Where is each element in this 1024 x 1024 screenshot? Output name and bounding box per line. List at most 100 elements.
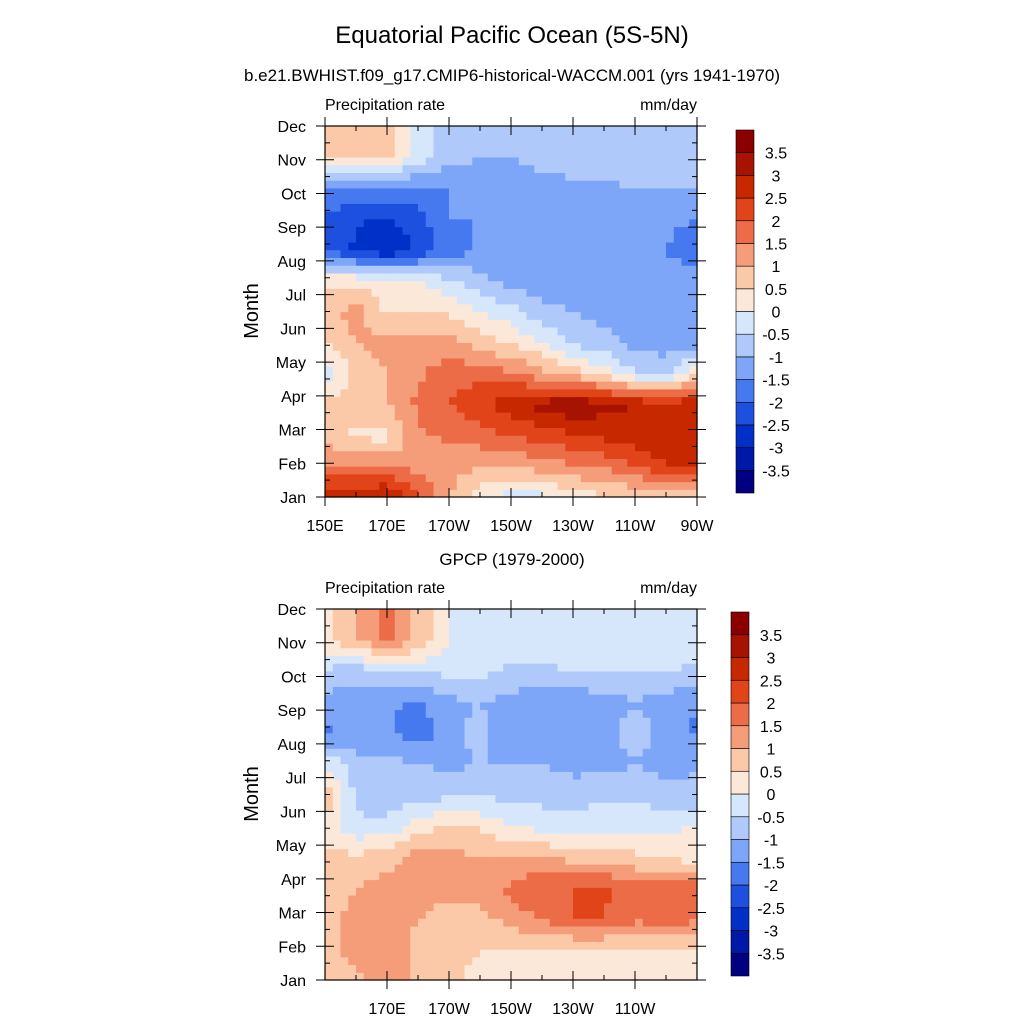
contour-cell bbox=[340, 427, 349, 436]
contour-cell bbox=[627, 126, 636, 135]
contour-cell bbox=[480, 133, 489, 143]
contour-cell bbox=[487, 910, 497, 919]
contour-cell bbox=[387, 396, 396, 405]
contour-cell bbox=[642, 149, 652, 158]
contour-cell bbox=[487, 616, 497, 626]
contour-cell bbox=[627, 809, 636, 819]
contour-cell bbox=[495, 724, 504, 734]
contour-cell bbox=[573, 419, 582, 429]
contour-cell bbox=[565, 686, 574, 695]
contour-cell bbox=[565, 879, 574, 888]
contour-cell bbox=[402, 755, 411, 765]
contour-cell bbox=[433, 473, 442, 483]
contour-cell bbox=[402, 925, 411, 935]
contour-cell bbox=[441, 427, 450, 436]
contour-cell bbox=[650, 840, 659, 850]
contour-cell bbox=[433, 296, 442, 305]
contour-cell bbox=[666, 257, 675, 266]
colorbar-swatch bbox=[730, 702, 750, 727]
contour-cell bbox=[650, 871, 659, 881]
contour-cell bbox=[356, 427, 365, 436]
contour-cell bbox=[441, 701, 450, 711]
contour-cell bbox=[526, 419, 535, 429]
contour-cell bbox=[681, 411, 690, 421]
contour-cell bbox=[325, 647, 334, 656]
contour-cell bbox=[673, 187, 683, 197]
contour-cell bbox=[611, 365, 621, 374]
contour-cell bbox=[348, 211, 357, 220]
contour-cell bbox=[487, 817, 497, 827]
contour-cell bbox=[542, 435, 551, 444]
contour-cell bbox=[410, 632, 419, 641]
contour-cell bbox=[325, 373, 334, 382]
contour-cell bbox=[565, 802, 574, 811]
contour-cell bbox=[456, 632, 466, 641]
contour-cell bbox=[495, 203, 504, 212]
contour-cell bbox=[588, 218, 597, 228]
contour-cell bbox=[518, 616, 528, 626]
contour-cell bbox=[402, 632, 411, 641]
contour-cell bbox=[573, 180, 582, 189]
contour-cell bbox=[542, 910, 551, 919]
contour-cell bbox=[635, 925, 644, 935]
contour-cell bbox=[433, 280, 442, 289]
contour-cell bbox=[666, 624, 675, 633]
contour-cell bbox=[363, 411, 373, 421]
contour-cell bbox=[549, 234, 559, 243]
contour-cell bbox=[449, 894, 458, 904]
contour-cell bbox=[332, 489, 342, 498]
contour-cell bbox=[379, 211, 388, 220]
contour-cell bbox=[425, 172, 435, 181]
contour-cell bbox=[619, 411, 628, 421]
contour-cell bbox=[356, 694, 365, 703]
contour-cell bbox=[658, 871, 667, 881]
contour-cell bbox=[580, 786, 590, 796]
contour-cell bbox=[387, 740, 396, 749]
contour-cell bbox=[518, 663, 528, 672]
contour-cell bbox=[642, 381, 652, 390]
contour-cell bbox=[480, 925, 489, 935]
contour-cell bbox=[526, 489, 535, 498]
contour-cell bbox=[487, 809, 497, 819]
contour-cell bbox=[526, 910, 535, 919]
contour-cell bbox=[596, 949, 605, 958]
contour-cell bbox=[526, 794, 535, 803]
contour-cell bbox=[348, 864, 357, 873]
contour-cell bbox=[433, 435, 442, 444]
contour-cell bbox=[557, 848, 566, 857]
contour-cell bbox=[635, 241, 644, 251]
contour-cell bbox=[379, 442, 388, 452]
contour-cell bbox=[565, 848, 574, 857]
contour-cell bbox=[340, 809, 349, 819]
contour-cell bbox=[487, 655, 497, 664]
contour-cell bbox=[518, 133, 528, 143]
contour-cell bbox=[371, 411, 380, 421]
contour-cell bbox=[410, 902, 419, 912]
contour-cell bbox=[456, 717, 466, 726]
contour-cell bbox=[410, 481, 419, 490]
contour-cell bbox=[611, 616, 621, 626]
contour-cell bbox=[340, 311, 349, 320]
contour-cell bbox=[658, 802, 667, 811]
contour-cell bbox=[534, 342, 543, 351]
contour-cell bbox=[487, 879, 497, 888]
contour-cell bbox=[611, 678, 621, 687]
contour-cell bbox=[356, 817, 365, 827]
contour-cell bbox=[332, 817, 342, 827]
contour-cell bbox=[456, 972, 466, 981]
contour-cell bbox=[387, 925, 396, 935]
contour-cell bbox=[588, 894, 597, 904]
contour-cell bbox=[441, 802, 450, 811]
colorbar-label: -2.5 bbox=[762, 418, 790, 435]
contour-cell bbox=[565, 419, 574, 429]
contour-cell bbox=[456, 809, 466, 819]
contour-cell bbox=[472, 732, 481, 741]
contour-cell bbox=[348, 616, 357, 626]
contour-cell bbox=[635, 902, 644, 912]
contour-cell bbox=[658, 466, 667, 475]
contour-cell bbox=[588, 701, 597, 711]
contour-cell bbox=[348, 226, 357, 235]
contour-cell bbox=[418, 848, 427, 857]
contour-cell bbox=[495, 616, 504, 626]
contour-cell bbox=[580, 894, 590, 904]
